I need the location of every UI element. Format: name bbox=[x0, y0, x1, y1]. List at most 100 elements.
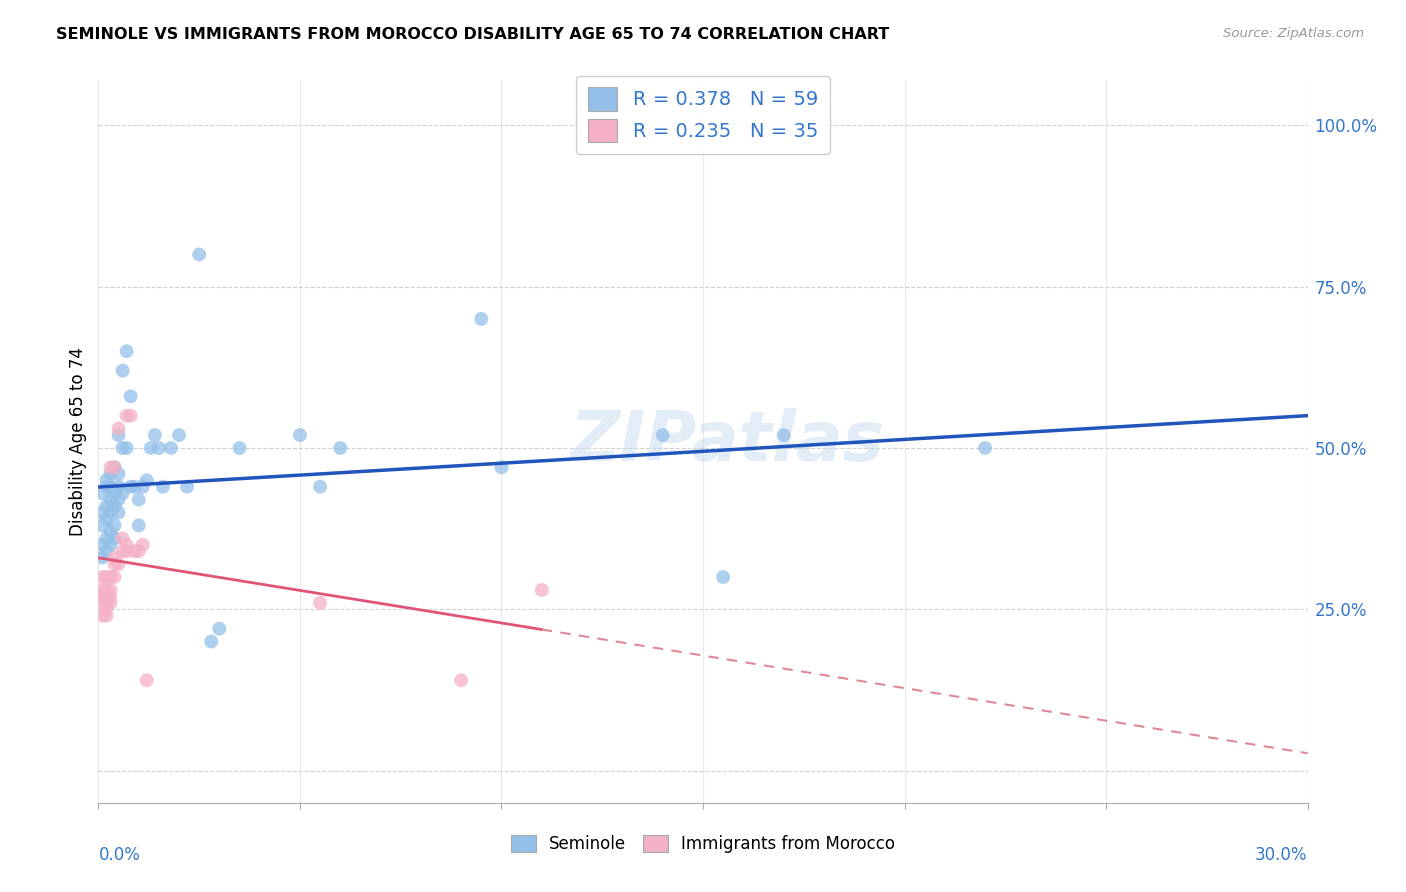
Point bbox=[96, 473, 118, 487]
Point bbox=[96, 590, 118, 604]
Point bbox=[103, 518, 125, 533]
Point bbox=[132, 538, 155, 552]
Point bbox=[107, 428, 129, 442]
Point bbox=[115, 409, 138, 423]
Point bbox=[91, 608, 114, 623]
Point bbox=[107, 480, 129, 494]
Point bbox=[135, 473, 157, 487]
Point bbox=[651, 428, 673, 442]
Point bbox=[100, 492, 122, 507]
Point bbox=[91, 582, 114, 597]
Text: Source: ZipAtlas.com: Source: ZipAtlas.com bbox=[1223, 27, 1364, 40]
Point bbox=[100, 538, 122, 552]
Point bbox=[103, 460, 125, 475]
Text: ZIPatlas: ZIPatlas bbox=[569, 408, 884, 475]
Point bbox=[772, 428, 794, 442]
Point bbox=[91, 506, 114, 520]
Point bbox=[111, 363, 134, 377]
Point bbox=[96, 512, 118, 526]
Point bbox=[107, 467, 129, 481]
Point bbox=[200, 634, 222, 648]
Text: 0.0%: 0.0% bbox=[98, 847, 141, 864]
Point bbox=[491, 460, 513, 475]
Point bbox=[128, 544, 150, 558]
Point bbox=[115, 441, 138, 455]
Point bbox=[450, 673, 472, 688]
Point bbox=[96, 596, 118, 610]
Point bbox=[100, 467, 122, 481]
Legend: Seminole, Immigrants from Morocco: Seminole, Immigrants from Morocco bbox=[505, 828, 901, 860]
Point bbox=[530, 582, 553, 597]
Point bbox=[120, 480, 142, 494]
Point bbox=[103, 486, 125, 500]
Point bbox=[228, 441, 250, 455]
Point bbox=[100, 590, 122, 604]
Point bbox=[103, 550, 125, 565]
Point bbox=[103, 460, 125, 475]
Point bbox=[96, 544, 118, 558]
Text: SEMINOLE VS IMMIGRANTS FROM MOROCCO DISABILITY AGE 65 TO 74 CORRELATION CHART: SEMINOLE VS IMMIGRANTS FROM MOROCCO DISA… bbox=[56, 27, 890, 42]
Point bbox=[107, 506, 129, 520]
Point bbox=[309, 596, 332, 610]
Point bbox=[91, 596, 114, 610]
Point bbox=[152, 480, 174, 494]
Point bbox=[111, 544, 134, 558]
Y-axis label: Disability Age 65 to 74: Disability Age 65 to 74 bbox=[69, 347, 87, 536]
Point bbox=[107, 557, 129, 571]
Point bbox=[96, 608, 118, 623]
Point bbox=[115, 544, 138, 558]
Point bbox=[160, 441, 183, 455]
Point bbox=[329, 441, 352, 455]
Point bbox=[91, 590, 114, 604]
Point bbox=[91, 570, 114, 584]
Point bbox=[96, 531, 118, 545]
Point bbox=[128, 492, 150, 507]
Point bbox=[124, 480, 146, 494]
Point bbox=[107, 422, 129, 436]
Point bbox=[167, 428, 190, 442]
Point bbox=[96, 570, 118, 584]
Point bbox=[135, 673, 157, 688]
Point bbox=[188, 247, 211, 261]
Point bbox=[100, 524, 122, 539]
Point bbox=[96, 499, 118, 513]
Point bbox=[107, 492, 129, 507]
Point bbox=[208, 622, 231, 636]
Point bbox=[91, 550, 114, 565]
Point bbox=[124, 544, 146, 558]
Point bbox=[148, 441, 170, 455]
Point bbox=[100, 596, 122, 610]
Point bbox=[143, 428, 166, 442]
Point bbox=[120, 389, 142, 403]
Point bbox=[100, 582, 122, 597]
Text: 30.0%: 30.0% bbox=[1256, 847, 1308, 864]
Point bbox=[103, 531, 125, 545]
Point bbox=[132, 480, 155, 494]
Point bbox=[100, 506, 122, 520]
Point bbox=[111, 531, 134, 545]
Point bbox=[96, 602, 118, 616]
Point bbox=[128, 518, 150, 533]
Point bbox=[120, 409, 142, 423]
Point bbox=[115, 538, 138, 552]
Point bbox=[974, 441, 997, 455]
Point bbox=[100, 570, 122, 584]
Point bbox=[91, 538, 114, 552]
Point bbox=[288, 428, 311, 442]
Point bbox=[96, 582, 118, 597]
Point bbox=[115, 344, 138, 359]
Point bbox=[711, 570, 734, 584]
Point bbox=[103, 570, 125, 584]
Point bbox=[103, 557, 125, 571]
Point bbox=[111, 486, 134, 500]
Point bbox=[91, 518, 114, 533]
Point bbox=[103, 499, 125, 513]
Point bbox=[176, 480, 198, 494]
Point bbox=[100, 480, 122, 494]
Point bbox=[309, 480, 332, 494]
Point bbox=[91, 486, 114, 500]
Point bbox=[100, 460, 122, 475]
Point bbox=[470, 312, 492, 326]
Point bbox=[111, 441, 134, 455]
Point bbox=[139, 441, 162, 455]
